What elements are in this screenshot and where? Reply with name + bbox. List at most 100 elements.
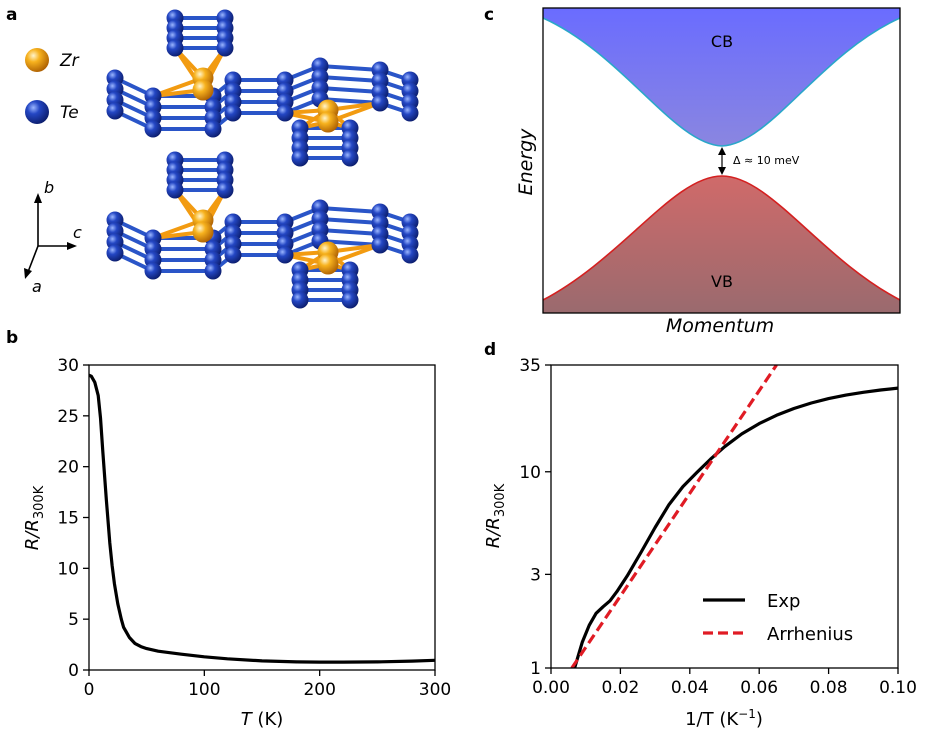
valence-band-edge <box>542 175 901 301</box>
te-atom <box>106 244 124 262</box>
chart-d-xlabel: 1/T (K−1) <box>685 707 763 730</box>
x-tick-label: 300 <box>419 680 451 700</box>
series-arrhenius-line <box>570 365 778 668</box>
band-gap-label: Δ ≈ 10 meV <box>733 154 800 167</box>
chart-d-ylabel: R/R300K <box>483 483 508 548</box>
series-exp-line <box>573 386 898 668</box>
y-tick-label: 35 <box>519 356 541 376</box>
te-atom <box>276 246 294 264</box>
te-te-bond <box>318 75 382 83</box>
chart-d: 0.00 0.02 0.04 0.06 0.08 0.10 1 3 10 35 <box>519 356 917 698</box>
panel-label-d: d <box>484 340 496 360</box>
chart-b-xlabel: T (K) <box>241 709 284 730</box>
y-tick-label: 25 <box>57 407 79 427</box>
zr-atom <box>192 79 214 101</box>
te-atom <box>341 149 359 167</box>
te-te-bond <box>318 86 382 94</box>
y-tick-label: 0 <box>68 661 79 681</box>
zr-atom <box>317 253 339 275</box>
zr-legend-atom-icon <box>25 48 49 72</box>
panel-b: b 0 100 200 300 0 5 10 15 20 25 30 R/R300K T (K) <box>6 328 451 730</box>
x-tick-label: 0.00 <box>532 678 570 698</box>
te-atom <box>204 120 222 138</box>
te-atom <box>144 120 162 138</box>
te-legend-label: Te <box>60 103 79 123</box>
panel-a: a Zr Te b c a <box>6 5 419 309</box>
legend-arrhenius-label: Arrhenius <box>767 624 853 645</box>
plot-frame <box>88 364 436 671</box>
x-tick-label: 0.08 <box>810 678 848 698</box>
te-atom <box>204 262 222 280</box>
te-te-bond <box>318 228 382 236</box>
series-r-r300k-line <box>89 373 435 664</box>
y-tick-label: 3 <box>530 565 541 585</box>
crystal-structure <box>106 9 419 309</box>
te-atom <box>106 102 124 120</box>
panel-c: c Δ ≈ 10 meV CB VB Momentum Energy <box>484 5 901 337</box>
x-tick-label: 0.10 <box>879 678 917 698</box>
panel-label-c: c <box>484 5 494 25</box>
conduction-band <box>543 8 900 146</box>
zr-atom <box>317 111 339 133</box>
conduction-band-edge <box>542 17 901 147</box>
y-tick-label: 30 <box>57 356 79 376</box>
x-tick-label: 0.04 <box>671 678 709 698</box>
y-tick-label: 20 <box>57 458 79 478</box>
y-tick-label: 1 <box>530 659 541 679</box>
te-atom <box>166 39 184 57</box>
chart-b-ylabel: R/R300K <box>22 485 47 550</box>
x-tick-label: 0.06 <box>740 678 778 698</box>
y-tick-label: 10 <box>57 559 79 579</box>
cb-label: CB <box>711 32 733 51</box>
gap-arrow-head-down <box>718 167 726 175</box>
te-atom <box>401 246 419 264</box>
axis-b-label: b <box>44 178 54 197</box>
crystal-axes <box>27 200 70 273</box>
chart-d-legend: Exp Arrhenius <box>703 591 853 645</box>
chart-b: 0 100 200 300 0 5 10 15 20 25 30 <box>57 356 451 700</box>
te-atom <box>216 181 234 199</box>
te-atom <box>166 181 184 199</box>
axis-a-arrowhead <box>24 268 32 279</box>
zr-atom <box>192 221 214 243</box>
te-atom <box>371 236 389 254</box>
panel-label-a: a <box>6 5 17 25</box>
plot-frame <box>550 364 899 669</box>
axis-c-label: c <box>73 223 82 242</box>
y-tick-label: 5 <box>68 610 79 630</box>
vb-label: VB <box>711 272 733 291</box>
gap-arrow-head-up <box>718 147 726 155</box>
te-te-bond <box>318 206 382 214</box>
te-atom <box>291 291 309 309</box>
te-atom <box>216 39 234 57</box>
te-te-bond <box>318 64 382 72</box>
axis-b-arrowhead <box>34 193 42 203</box>
te-atom <box>276 104 294 122</box>
axis-c-arrowhead <box>67 242 77 250</box>
te-legend-atom-icon <box>25 100 49 124</box>
x-tick-label: 100 <box>188 680 220 700</box>
y-tick-label: 10 <box>519 463 541 483</box>
panel-d: d 0.00 0.02 0.04 0.06 0.08 0.10 1 3 10 35 R/R300K… <box>483 340 917 730</box>
axis-a-label: a <box>32 277 42 296</box>
te-atom <box>224 246 242 264</box>
te-te-bond <box>318 217 382 225</box>
te-atom <box>224 104 242 122</box>
zr-legend-label: Zr <box>59 51 80 71</box>
valence-band <box>543 176 900 313</box>
legend-exp-label: Exp <box>767 591 800 612</box>
y-tick-label: 15 <box>57 509 79 529</box>
band-diagram-frame <box>542 7 901 314</box>
x-tick-label: 0.02 <box>601 678 639 698</box>
energy-axis-label: Energy <box>515 128 537 196</box>
x-tick-label: 200 <box>303 680 335 700</box>
x-tick-label: 0 <box>84 680 95 700</box>
te-atom <box>401 104 419 122</box>
te-atom <box>291 149 309 167</box>
panel-label-b: b <box>6 328 18 348</box>
te-atom <box>341 291 359 309</box>
momentum-axis-label: Momentum <box>666 315 774 337</box>
te-atom <box>371 94 389 112</box>
te-atom <box>144 262 162 280</box>
